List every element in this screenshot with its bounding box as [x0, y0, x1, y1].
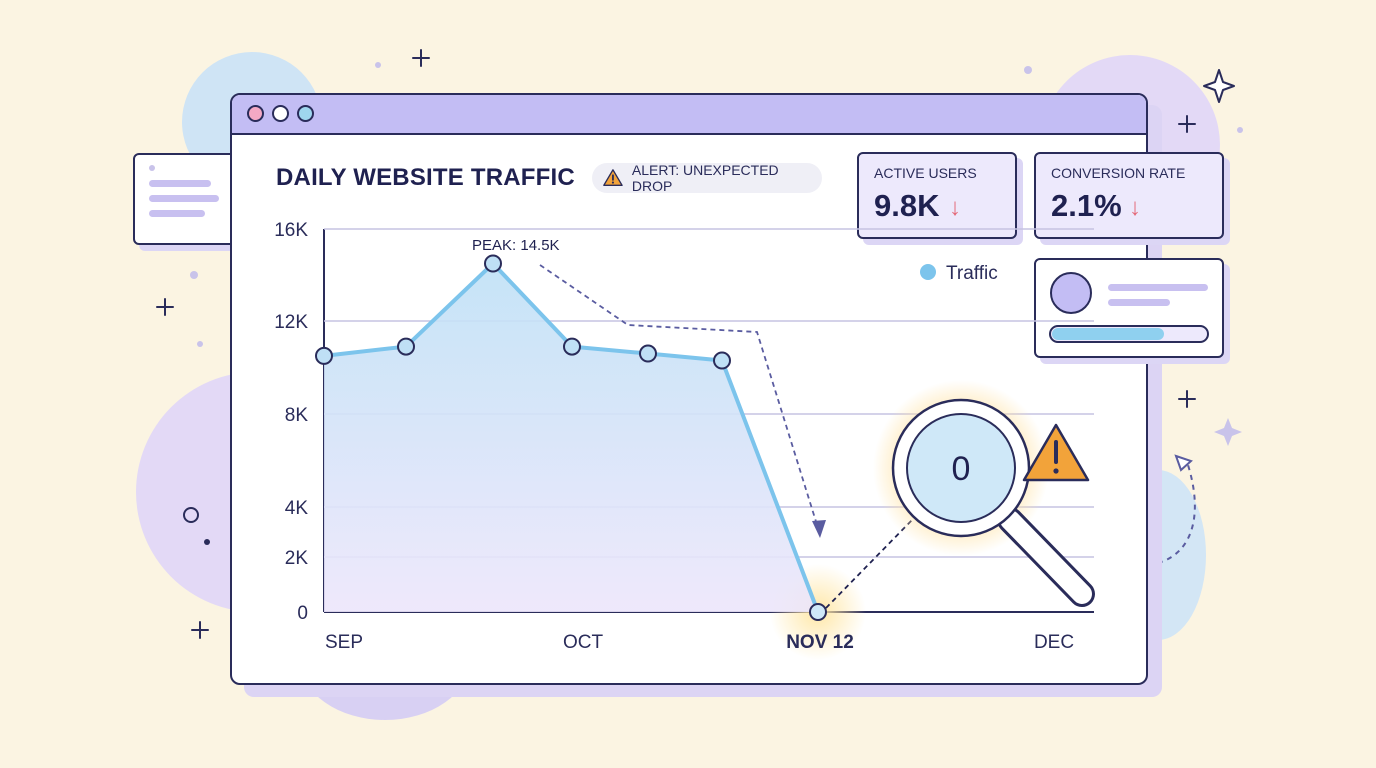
profile-card-content: [1049, 272, 1209, 343]
magnifier-handle: [1000, 510, 1092, 604]
drop-annotation-arrow: [539, 264, 819, 529]
progress-fill: [1052, 328, 1164, 340]
profile-card[interactable]: [1034, 258, 1224, 358]
side-panel-line: [149, 195, 219, 202]
warning-icon-dot: [1053, 468, 1059, 474]
data-point: [713, 351, 731, 370]
profile-line: [1108, 299, 1170, 306]
kpi-label: ACTIVE USERS: [874, 165, 977, 181]
legend-swatch-traffic: [920, 264, 936, 280]
data-point: [397, 337, 415, 356]
data-point: [563, 337, 581, 356]
avatar: [1050, 272, 1092, 314]
side-panel-line: [149, 210, 205, 217]
side-panel-line: [149, 180, 211, 187]
profile-line: [1108, 284, 1208, 291]
y-tick-label: 0: [297, 603, 308, 624]
data-point: [809, 603, 827, 621]
magnifier-lens: [906, 413, 1016, 523]
y-tick-label: 16K: [274, 220, 308, 241]
magnified-zero-value: 0: [952, 450, 971, 488]
y-tick-label: 2K: [285, 548, 309, 569]
kpi-value: 2.1%: [1051, 188, 1122, 223]
window-titlebar: [232, 95, 1146, 135]
drop-arrow-head: [812, 520, 826, 538]
x-tick-label: OCT: [563, 632, 604, 653]
kpi-value: 9.8K: [874, 188, 940, 223]
kpi-card-active-users[interactable]: ACTIVE USERS 9.8K ↓: [857, 152, 1017, 239]
minimize-window-button[interactable]: [272, 105, 289, 122]
alert-badge[interactable]: ALERT: UNEXPECTED DROP: [592, 162, 822, 194]
warning-icon: [603, 169, 623, 186]
zero-connector-line: [825, 519, 913, 609]
data-point: [315, 346, 333, 365]
data-point: [639, 344, 657, 363]
x-tick-label: SEP: [325, 632, 363, 653]
kpi-label: CONVERSION RATE: [1051, 165, 1186, 181]
peak-annotation-label: PEAK: 14.5K: [472, 237, 560, 254]
trend-down-icon: ↓: [949, 194, 961, 221]
series-area-traffic: [324, 263, 818, 612]
chart-title: DAILY WEBSITE TRAFFIC: [276, 164, 575, 191]
x-tick-label: NOV 12: [786, 632, 854, 653]
y-tick-label: 8K: [285, 405, 309, 426]
x-tick-label: DEC: [1034, 632, 1074, 653]
maximize-window-button[interactable]: [297, 105, 314, 122]
close-window-button[interactable]: [247, 105, 264, 122]
kpi-card-conversion-rate[interactable]: CONVERSION RATE 2.1% ↓: [1034, 152, 1224, 239]
side-panel-dot: [149, 165, 155, 171]
trend-down-icon: ↓: [1129, 194, 1141, 221]
y-tick-label: 4K: [285, 498, 309, 519]
alert-label: ALERT: UNEXPECTED DROP: [631, 162, 779, 194]
data-point: [484, 254, 502, 273]
y-tick-label: 12K: [274, 312, 308, 333]
legend-label-traffic: Traffic: [946, 263, 998, 284]
